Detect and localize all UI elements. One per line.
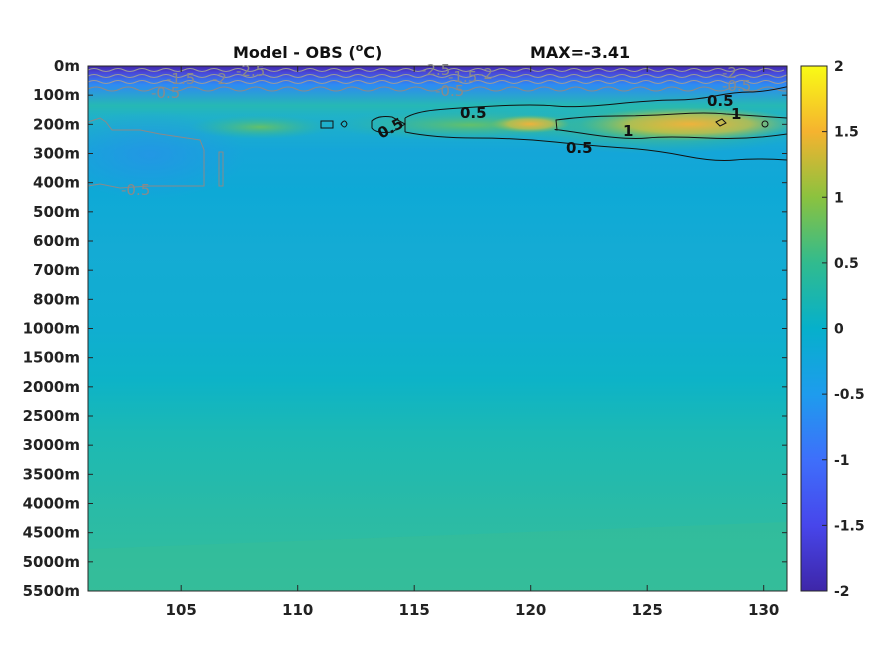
y-tick-label: 4500m [23,524,80,542]
colorbar-tick-label: 1.5 [834,125,859,141]
contour-label-positive: 1 [731,105,741,123]
y-tick-label: 200m [33,115,80,133]
y-tick-label: 700m [33,261,80,279]
contour-label-negative: -1.5 [166,70,195,88]
y-tick-label: 300m [33,145,80,163]
colorbar-ticks: 2 1.5 1 0.5 0 -0.5 -1 -1.5 -2 [822,59,865,600]
contour-label-negative: -2 [212,70,227,88]
x-tick-label: 120 [515,601,546,619]
contour-line-0p5-upper [404,86,787,119]
colorbar-tick-label: 1 [834,190,844,206]
y-tick-label: 5500m [23,582,80,600]
warm-core-east [580,107,787,141]
contour-label-positive: 0.5 [566,139,593,157]
contour-line-neg-2 [88,74,787,78]
contour-line-neg-0p5-surface [88,86,787,92]
y-tick-label: 3500m [23,465,80,483]
contour-line-neg-0p5-small [218,151,224,187]
contour-label-positive: 1 [623,122,633,140]
max-label: MAX=-3.41 [530,43,630,62]
contour-line-0p5-lower [404,131,787,161]
y-tick-label: 600m [33,232,80,250]
chart-title: Model - OBS (oC) [233,41,382,62]
y-tick-label: 3000m [23,436,80,454]
contour-label-negative: -0.5 [722,77,751,95]
contour-label-positive: 0.5 [707,92,734,110]
x-tick-label: 115 [399,601,430,619]
contour-label-negative: -0.5 [435,82,464,100]
contour-line-neg-0p5-patch [88,117,205,189]
contour-loop-1-dot [761,120,769,128]
deep-water-band [88,522,787,591]
y-tick-label: 500m [33,203,80,221]
colorbar-tick-label: 0.5 [834,256,859,272]
contour-label-negative: -2.5 [236,62,265,80]
colorbar-tick-label: 0 [834,322,844,338]
y-tick-label: 5000m [23,553,80,571]
y-tick-label: 2000m [23,378,80,396]
x-axis-ticks: 105 110 115 120 125 130 [166,66,779,619]
x-tick-label: 130 [748,601,779,619]
y-tick-label: 1000m [23,320,80,338]
colorbar-tick-label: -0.5 [834,387,865,403]
contour-label-negative: -0.5 [151,84,180,102]
y-tick-label: 4000m [23,495,80,513]
y-tick-label: 0m [54,57,80,75]
contour-label-positive: 0.5 [460,104,487,122]
y-tick-label: 100m [33,86,80,104]
contour-loop-1-small [715,118,727,127]
x-tick-label: 110 [282,601,313,619]
contour-label-negative: -1.5 [448,68,477,86]
y-tick-label: 1500m [23,349,80,367]
plot-area [88,66,787,591]
contour-line-neg-1p5 [88,80,787,84]
y-axis-ticks: 0m 100m 200m 300m 400m 500m 600m 700m 800m 1000m 1… [23,57,787,600]
contour-label-negative: -0.5 [121,181,150,199]
contour-labels: -1.5 -2 -2.5-0.5-2.5-1.5 -2-0.5-2-0.5-0.50.… [121,61,751,199]
contour-label-negative: -2 [478,65,493,83]
y-tick-label: 800m [33,290,80,308]
x-tick-label: 105 [166,601,197,619]
y-tick-label: 400m [33,174,80,192]
contour-loop-0p5-a [371,116,407,133]
colorbar-tick-label: -1 [834,453,850,469]
contour-loop-0p5-b [320,120,334,129]
contour-line-1 [554,112,787,139]
colorbar-tick-label: 2 [834,59,844,75]
contour-loop-0p5-c [340,120,348,128]
x-tick-label: 125 [632,601,663,619]
colorbar-tick-label: -2 [834,584,850,600]
y-tick-label: 2500m [23,407,80,425]
contour-line-neg-2p5 [88,68,785,72]
contour-label-negative: -2.5 [421,61,450,79]
contour-label-negative: -2 [722,64,737,82]
green-core-west [190,115,330,139]
warm-core-mid [490,115,570,133]
colorbar-tick-label: -1.5 [834,518,865,534]
